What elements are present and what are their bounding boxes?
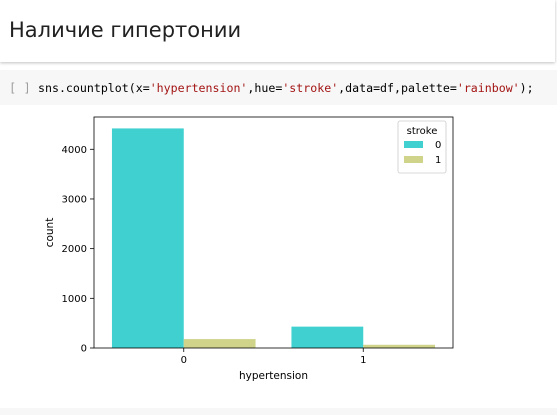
y-tick-label: 3000 bbox=[62, 194, 87, 205]
code-string-token: 'stroke' bbox=[282, 81, 339, 95]
y-tick-label: 2000 bbox=[62, 244, 87, 255]
y-tick-label: 4000 bbox=[62, 145, 87, 156]
code-token: sns.countplot(x= bbox=[38, 81, 150, 95]
x-tick-label: 1 bbox=[360, 355, 366, 366]
cell-output: 0 1 0 1000 2000 3000 4000 hypertension count stro… bbox=[0, 112, 557, 408]
y-tick-label: 0 bbox=[81, 344, 87, 355]
bar-0-stroke-0 bbox=[111, 128, 184, 348]
legend-title: stroke bbox=[407, 126, 438, 137]
code-token: ); bbox=[519, 81, 534, 95]
legend-swatch-1 bbox=[404, 156, 423, 163]
plot-frame bbox=[93, 116, 454, 349]
bar-1-stroke-1 bbox=[363, 344, 436, 348]
bar-0-stroke-1 bbox=[183, 339, 256, 348]
next-cell[interactable] bbox=[0, 408, 557, 415]
y-axis-label: count bbox=[44, 218, 56, 248]
code-token: ,hue= bbox=[247, 81, 283, 95]
x-tick-label: 0 bbox=[181, 355, 187, 366]
code-string-token: 'rainbow' bbox=[456, 81, 520, 95]
code-string-token: 'hypertension' bbox=[149, 81, 248, 95]
legend-swatch-0 bbox=[404, 141, 423, 148]
countplot-chart: 0 1 0 1000 2000 3000 4000 hypertension count stro… bbox=[44, 116, 454, 382]
x-axis-label: hypertension bbox=[239, 370, 308, 382]
section-heading: Наличие гипертонии bbox=[9, 18, 242, 42]
markdown-heading-cell: Наличие гипертонии bbox=[0, 0, 555, 62]
legend-label: 0 bbox=[435, 140, 441, 151]
code-cell[interactable]: [ ] sns.countplot(x='hypertension',hue='… bbox=[0, 70, 557, 105]
legend-label: 1 bbox=[435, 155, 441, 166]
y-tick-label: 1000 bbox=[62, 294, 87, 305]
code-token: ,data=df,palette= bbox=[338, 81, 457, 95]
bar-1-stroke-0 bbox=[291, 326, 364, 348]
cell-run-indicator[interactable]: [ ] bbox=[9, 81, 31, 95]
code-editor-line[interactable]: sns.countplot(x='hypertension',hue='stro… bbox=[38, 81, 534, 95]
